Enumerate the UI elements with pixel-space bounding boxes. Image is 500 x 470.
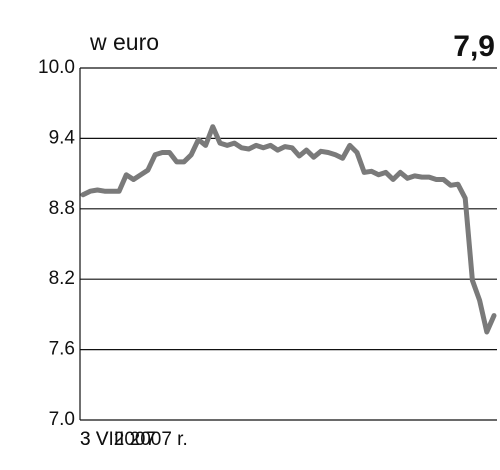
y-tick-label: 8.8 bbox=[49, 198, 75, 219]
y-tick-label: 9.4 bbox=[49, 127, 76, 148]
y-tick-label: 10.0 bbox=[38, 57, 75, 78]
x-tick-label: 3 VIII 2007 r. bbox=[80, 429, 188, 450]
last-value-label: 7,9 bbox=[453, 30, 495, 63]
chart-title: w euro bbox=[89, 29, 159, 55]
line bbox=[80, 124, 497, 335]
y-tick-label: 7.6 bbox=[49, 339, 75, 360]
y-tick-label: 7.0 bbox=[49, 409, 75, 430]
x-tick-label: 3 V 2007 bbox=[80, 429, 156, 450]
y-tick-label: 8.2 bbox=[49, 268, 75, 289]
